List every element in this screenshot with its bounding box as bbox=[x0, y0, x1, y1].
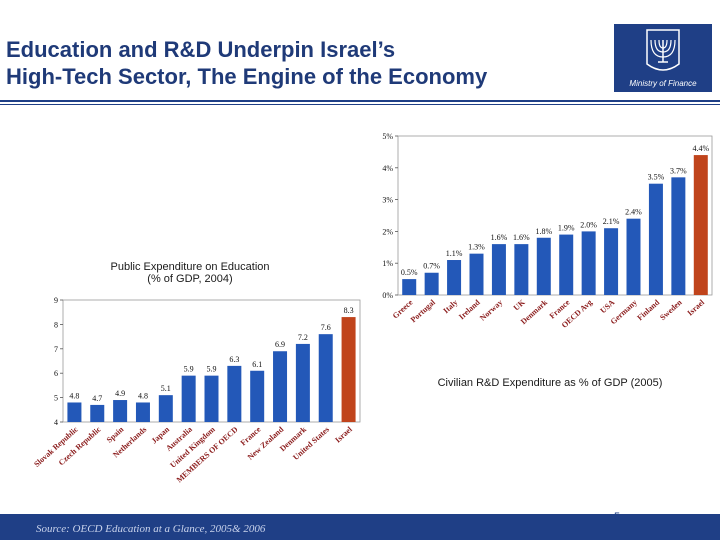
education-value-label: 8.3 bbox=[344, 306, 354, 315]
education-category-label: Israel bbox=[333, 424, 354, 444]
logo-caption: Ministry of Finance bbox=[629, 79, 697, 88]
rd-y-tick-label: 5% bbox=[382, 132, 393, 141]
rd-bar bbox=[648, 183, 663, 295]
ministry-logo: Ministry of Finance bbox=[614, 24, 712, 92]
education-bar bbox=[341, 317, 356, 422]
education-value-label: 7.6 bbox=[321, 323, 331, 332]
rd-category-label: Norway bbox=[478, 298, 504, 323]
education-value-label: 7.2 bbox=[298, 333, 308, 342]
slide-title-line-1: Education and R&D Underpin Israel’s bbox=[6, 37, 396, 62]
education-value-label: 5.1 bbox=[161, 384, 171, 393]
education-bar bbox=[227, 365, 242, 422]
rd-value-label: 4.4% bbox=[692, 144, 709, 153]
rd-category-label: Israel bbox=[686, 297, 707, 317]
rd-bar bbox=[536, 237, 551, 295]
education-y-tick-label: 8 bbox=[54, 320, 58, 329]
education-value-label: 4.8 bbox=[69, 391, 79, 400]
rd-value-label: 2.4% bbox=[625, 208, 642, 217]
rd-category-label: UK bbox=[512, 297, 528, 312]
education-chart-title-line-2: (% of GDP, 2004) bbox=[147, 273, 233, 285]
education-bar bbox=[67, 402, 82, 422]
education-bar bbox=[181, 375, 196, 422]
education-value-label: 4.8 bbox=[138, 391, 148, 400]
education-bar bbox=[318, 334, 333, 422]
rd-bar bbox=[447, 260, 462, 295]
rd-category-label: Portugal bbox=[409, 297, 438, 324]
rd-value-label: 1.9% bbox=[558, 224, 575, 233]
rd-bar bbox=[626, 218, 641, 295]
rd-value-label: 1.6% bbox=[513, 233, 530, 242]
rd-value-label: 1.3% bbox=[468, 243, 485, 252]
education-value-label: 6.3 bbox=[229, 355, 239, 364]
education-value-label: 4.9 bbox=[115, 389, 125, 398]
rd-bar bbox=[559, 234, 574, 295]
education-value-label: 5.9 bbox=[184, 365, 194, 374]
source-note: Source: OECD Education at a Glance, 2005… bbox=[36, 523, 266, 535]
rd-bar bbox=[514, 244, 529, 295]
education-bar bbox=[273, 351, 288, 422]
education-y-tick-label: 7 bbox=[54, 345, 58, 354]
rd-category-label: Sweden bbox=[658, 297, 684, 322]
menorah-emblem-icon bbox=[646, 29, 680, 71]
education-value-label: 5.9 bbox=[207, 365, 217, 374]
education-value-label: 6.9 bbox=[275, 340, 285, 349]
education-value-label: 6.1 bbox=[252, 360, 262, 369]
header-divider-thin bbox=[0, 104, 720, 105]
education-bar bbox=[135, 402, 150, 422]
rd-y-tick-label: 3% bbox=[382, 196, 393, 205]
rd-bar bbox=[581, 231, 596, 295]
education-bar bbox=[158, 395, 173, 422]
rd-bar bbox=[424, 272, 439, 295]
rd-y-tick-label: 2% bbox=[382, 227, 393, 236]
rd-bar bbox=[469, 253, 484, 295]
rd-bar bbox=[693, 155, 708, 295]
education-y-tick-label: 4 bbox=[54, 418, 58, 427]
rd-value-label: 1.1% bbox=[446, 249, 463, 258]
education-bar bbox=[250, 370, 265, 422]
rd-y-tick-label: 1% bbox=[382, 259, 393, 268]
rd-value-label: 3.5% bbox=[648, 173, 665, 182]
rd-value-label: 3.7% bbox=[670, 166, 687, 175]
rd-value-label: 2.0% bbox=[580, 220, 597, 229]
header-divider bbox=[0, 100, 720, 102]
page-number: 5 bbox=[614, 511, 621, 523]
education-chart-title: Public Expenditure on Education (% of GD… bbox=[70, 261, 310, 285]
rd-chart-title: Civilian R&D Expenditure as % of GDP (20… bbox=[437, 377, 663, 389]
education-y-tick-label: 9 bbox=[54, 296, 58, 305]
rd-value-label: 1.8% bbox=[535, 227, 552, 236]
rd-value-label: 2.1% bbox=[603, 217, 620, 226]
education-bar bbox=[90, 404, 105, 422]
rd-y-tick-label: 0% bbox=[382, 291, 393, 300]
footer-band bbox=[0, 514, 720, 540]
education-bar bbox=[113, 400, 128, 422]
rd-value-label: 1.6% bbox=[491, 233, 508, 242]
rd-bar bbox=[604, 228, 619, 295]
education-y-tick-label: 5 bbox=[54, 394, 58, 403]
rd-bar bbox=[402, 279, 417, 295]
rd-plot-frame bbox=[397, 135, 713, 296]
education-y-tick-label: 6 bbox=[54, 369, 58, 378]
rd-bar bbox=[671, 177, 686, 295]
education-value-label: 4.7 bbox=[92, 394, 102, 403]
rd-value-label: 0.7% bbox=[423, 262, 440, 271]
rd-bar bbox=[491, 244, 506, 295]
education-bar bbox=[295, 343, 310, 422]
education-bar bbox=[204, 375, 219, 422]
education-chart-title-line-1: Public Expenditure on Education bbox=[110, 261, 270, 273]
rd-category-label: Italy bbox=[441, 298, 459, 315]
rd-category-label: Finland bbox=[635, 297, 661, 322]
rd-y-tick-label: 4% bbox=[382, 164, 393, 173]
slide-title-line-2: High-Tech Sector, The Engine of the Econ… bbox=[6, 64, 488, 89]
slide-title: Education and R&D Underpin Israel’s High… bbox=[6, 36, 606, 90]
rd-value-label: 0.5% bbox=[401, 268, 418, 277]
rd-category-label: USA bbox=[598, 298, 616, 316]
